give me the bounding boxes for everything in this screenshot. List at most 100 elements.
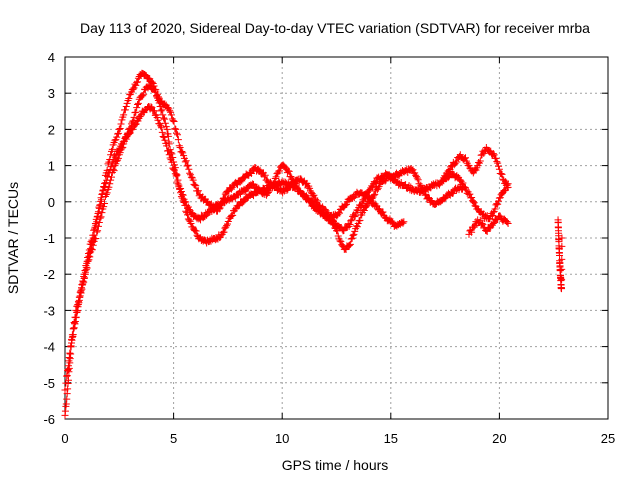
data-point	[247, 170, 255, 178]
data-point	[175, 183, 183, 191]
data-point	[194, 187, 202, 195]
data-point	[348, 234, 356, 242]
data-point	[182, 198, 190, 206]
data-point	[187, 220, 195, 228]
data-point	[346, 240, 354, 248]
data-point	[335, 209, 343, 217]
data-point	[160, 133, 168, 141]
y-tick-label: 0	[48, 195, 55, 210]
data-point	[187, 173, 195, 181]
data-point	[287, 172, 295, 180]
data-point	[125, 95, 133, 103]
data-point	[315, 201, 323, 209]
data-point	[74, 298, 82, 306]
data-point	[326, 212, 334, 220]
data-point	[164, 147, 172, 155]
data-point	[119, 143, 127, 151]
data-point	[123, 99, 131, 107]
data-point	[494, 200, 502, 208]
data-point	[420, 187, 428, 195]
data-point	[345, 242, 353, 250]
data-point	[409, 166, 417, 174]
data-point	[118, 144, 126, 152]
data-point	[94, 227, 102, 235]
data-point	[89, 241, 97, 249]
data-point	[183, 162, 191, 170]
data-point	[405, 182, 413, 190]
data-point	[451, 160, 459, 168]
data-point	[83, 264, 91, 272]
data-point	[444, 167, 452, 175]
data-point	[492, 154, 500, 162]
data-point	[313, 197, 321, 205]
data-point	[98, 209, 106, 217]
data-point	[80, 278, 88, 286]
data-point	[468, 193, 476, 201]
data-point	[169, 117, 177, 125]
data-point	[369, 183, 377, 191]
data-point	[107, 176, 115, 184]
data-point	[491, 205, 499, 213]
data-point	[148, 78, 156, 86]
data-point	[115, 125, 123, 133]
data-point	[166, 154, 174, 162]
data-point	[174, 131, 182, 139]
data-point	[176, 144, 184, 151]
data-point	[134, 100, 142, 108]
data-point	[167, 111, 175, 119]
data-point	[336, 237, 344, 245]
data-point	[127, 125, 135, 133]
data-point	[336, 209, 344, 217]
data-point	[329, 220, 337, 228]
data-point	[158, 128, 166, 136]
data-point	[134, 78, 142, 86]
data-point	[90, 226, 98, 234]
data-point	[503, 218, 511, 226]
data-point	[191, 181, 199, 189]
data-point	[371, 190, 379, 198]
data-point	[79, 280, 87, 288]
data-point	[96, 201, 104, 209]
data-point	[160, 114, 168, 122]
data-point	[122, 135, 130, 143]
data-point	[495, 162, 503, 170]
data-point	[223, 222, 231, 230]
data-point	[66, 349, 74, 357]
data-point	[495, 165, 503, 173]
data-point	[87, 245, 95, 253]
data-point	[334, 232, 342, 240]
data-point	[489, 150, 497, 158]
data-point	[261, 171, 269, 179]
data-point	[330, 221, 338, 229]
data-point	[107, 173, 115, 181]
data-point	[337, 238, 345, 246]
data-point	[399, 219, 407, 227]
data-point	[125, 125, 133, 133]
data-point	[73, 302, 81, 310]
data-point	[478, 220, 486, 228]
data-point	[130, 113, 138, 121]
data-point	[417, 181, 425, 189]
data-point	[93, 228, 101, 236]
data-point	[88, 246, 96, 254]
data-point	[185, 205, 193, 213]
data-point	[116, 124, 124, 132]
data-point	[166, 107, 174, 115]
data-point	[271, 174, 279, 182]
data-point	[100, 203, 108, 211]
data-point	[216, 204, 224, 212]
x-tick-label: 20	[492, 431, 506, 446]
data-point	[168, 158, 176, 166]
data-point	[92, 234, 100, 242]
data-point	[68, 335, 76, 343]
data-point	[133, 104, 141, 112]
data-point	[458, 185, 466, 193]
data-point	[413, 174, 421, 182]
data-point	[217, 200, 225, 208]
data-point	[157, 107, 165, 115]
data-point	[558, 255, 566, 263]
data-point	[492, 201, 500, 209]
x-tick-label: 5	[170, 431, 177, 446]
data-point	[504, 183, 512, 191]
